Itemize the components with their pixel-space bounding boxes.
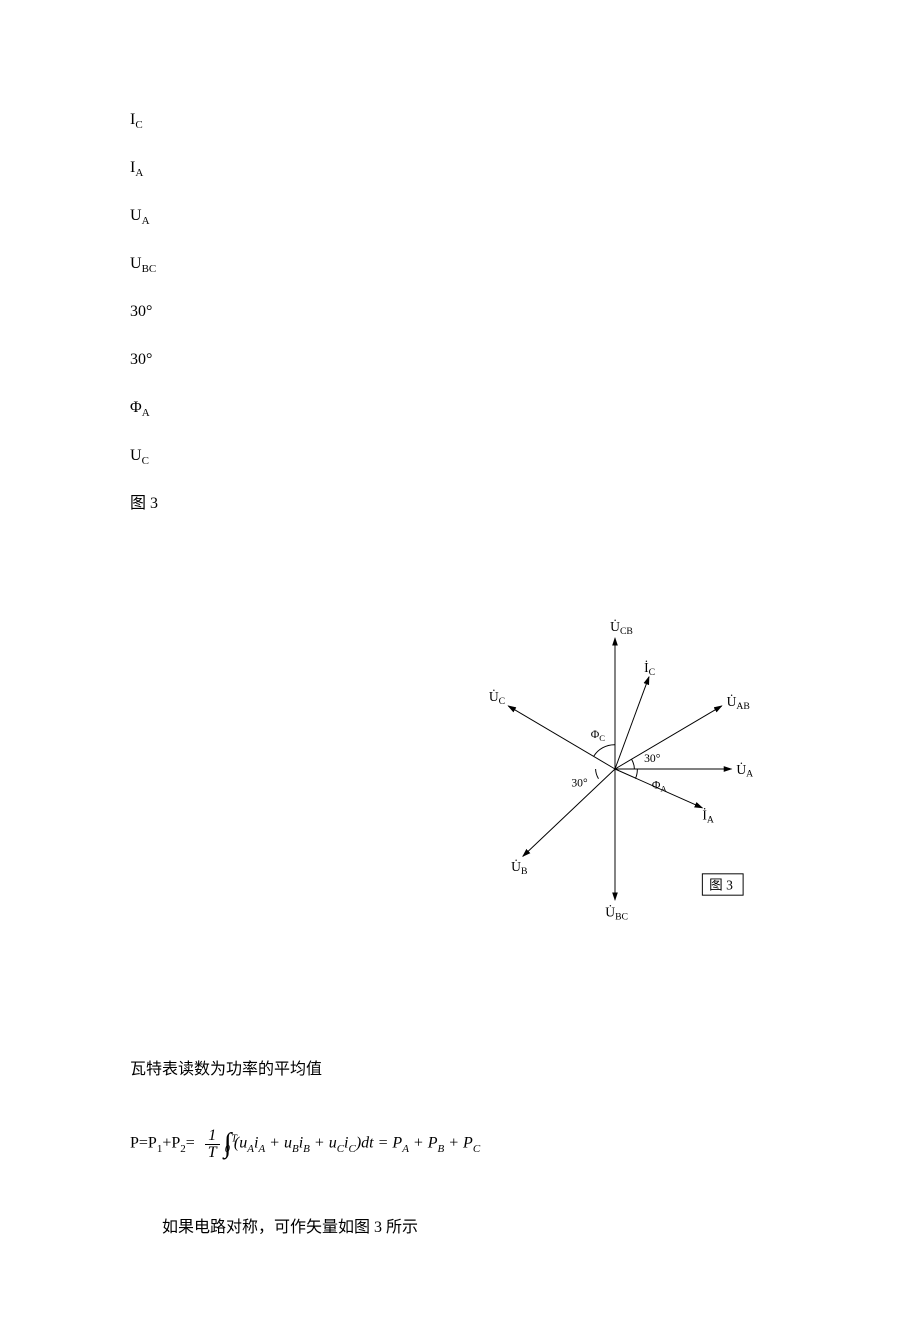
- eq-eq: =: [186, 1135, 195, 1152]
- diagram-label-ic: İC: [644, 660, 655, 678]
- label-ang30-1: 30°: [130, 292, 790, 332]
- label-ic: IC: [130, 100, 790, 140]
- equation-line: P=P1+P2= 1 T ∫T0 (uAiA + uBiB + uCiC)dt …: [130, 1116, 790, 1172]
- label-ia: IA: [130, 148, 790, 188]
- label-fig3: 图 3: [130, 484, 790, 524]
- diagram-fig-label: 图 3: [709, 877, 733, 892]
- body-text-2: 如果电路对称，可作矢量如图 3 所示: [130, 1212, 790, 1244]
- label-ubc-sub: BC: [142, 263, 157, 275]
- diagram-label-ia: İA: [702, 807, 714, 825]
- diagram-label-ubc: U̇BC: [605, 904, 628, 922]
- diagram-angle-30-left: 30°: [571, 776, 588, 789]
- diagram-label-uc: U̇C: [489, 688, 505, 706]
- label-phi-a: ΦA: [130, 388, 790, 428]
- diagram-angle-phi-a: ΦA: [652, 778, 668, 793]
- label-ia-sub: A: [135, 167, 143, 179]
- label-fig3-text: 图 3: [130, 495, 158, 512]
- vector-svg: U̇A U̇AB U̇CB U̇C U̇B U̇BC İC İA ΦC 30° …: [440, 604, 790, 934]
- label-ua-main: U: [130, 207, 142, 224]
- body-text-section: 瓦特表读数为功率的平均值 P=P1+P2= 1 T ∫T0 (uAiA + uB…: [130, 1054, 790, 1244]
- diagram-angle-phi-c: ΦC: [591, 728, 606, 743]
- arc-30-right: [632, 759, 635, 769]
- diagram-label-uab: U̇AB: [727, 693, 750, 711]
- label-ubc: UBC: [130, 244, 790, 284]
- arc-30-left: [596, 769, 599, 779]
- diagram-label-ua: U̇A: [736, 761, 753, 779]
- label-ua-sub: A: [142, 215, 150, 227]
- diagram-label-ub: U̇B: [511, 858, 527, 876]
- arc-phi-c: [594, 745, 615, 757]
- label-phi-a-main: Φ: [130, 399, 142, 416]
- label-ic-sub: C: [135, 119, 142, 131]
- vector-diagram: U̇A U̇AB U̇CB U̇C U̇B U̇BC İC İA ΦC 30° …: [440, 604, 790, 934]
- body-text-1: 瓦特表读数为功率的平均值: [130, 1054, 790, 1086]
- eq-prefix: P=P: [130, 1135, 157, 1152]
- label-uc: UC: [130, 436, 790, 476]
- eq-integral: 1 T ∫T0 (uAiA + uBiB + uCiC)dt = PA + PB…: [205, 1116, 480, 1172]
- vector-ub: [523, 769, 615, 856]
- label-uc-sub: C: [142, 455, 149, 467]
- arc-phi-a: [635, 769, 637, 779]
- label-ang30-2-text: 30°: [130, 351, 152, 368]
- label-list: IC IA UA UBC 30° 30° ΦA UC 图 3: [130, 100, 790, 524]
- label-ubc-main: U: [130, 255, 142, 272]
- diagram-label-ucb: U̇CB: [610, 619, 633, 637]
- label-phi-a-sub: A: [142, 407, 150, 419]
- label-ang30-1-text: 30°: [130, 303, 152, 320]
- eq-plus: +P: [162, 1135, 180, 1152]
- diagram-angle-30-right: 30°: [644, 752, 661, 765]
- label-uc-main: U: [130, 447, 142, 464]
- vector-uab: [615, 706, 722, 769]
- label-ang30-2: 30°: [130, 340, 790, 380]
- label-ua: UA: [130, 196, 790, 236]
